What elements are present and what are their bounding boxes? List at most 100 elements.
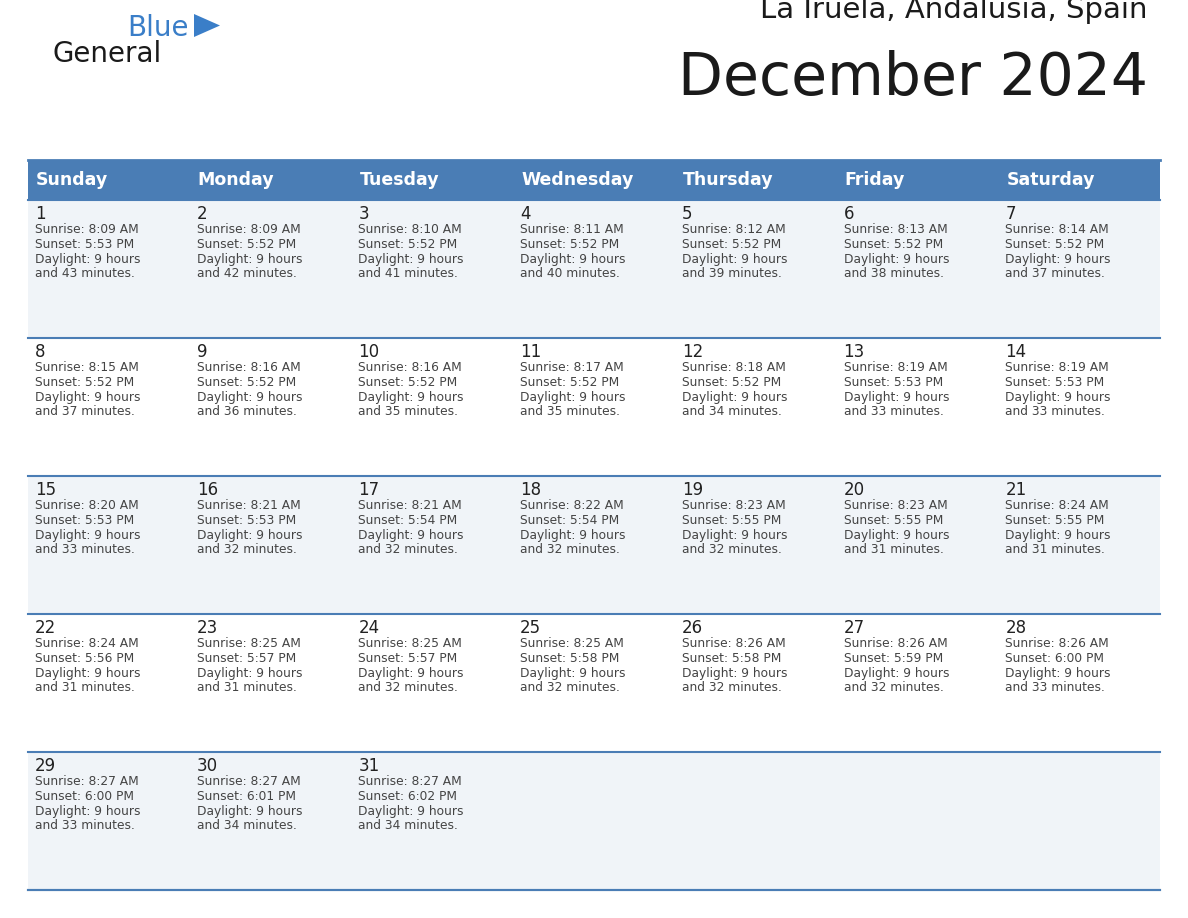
Text: Daylight: 9 hours: Daylight: 9 hours [682, 252, 788, 265]
Text: Daylight: 9 hours: Daylight: 9 hours [1005, 390, 1111, 404]
Text: and 37 minutes.: and 37 minutes. [1005, 267, 1105, 280]
Text: Daylight: 9 hours: Daylight: 9 hours [197, 804, 302, 818]
Text: Daylight: 9 hours: Daylight: 9 hours [359, 804, 465, 818]
Text: and 31 minutes.: and 31 minutes. [34, 681, 135, 694]
Text: Sunset: 5:53 PM: Sunset: 5:53 PM [34, 514, 134, 527]
Text: Sunrise: 8:20 AM: Sunrise: 8:20 AM [34, 499, 139, 512]
Bar [29, 752, 190, 890]
Text: Sunrise: 8:26 AM: Sunrise: 8:26 AM [1005, 637, 1110, 650]
Text: and 32 minutes.: and 32 minutes. [843, 681, 943, 694]
Text: Daylight: 9 hours: Daylight: 9 hours [843, 666, 949, 679]
Text: Daylight: 9 hours: Daylight: 9 hours [359, 252, 465, 265]
Text: Sunset: 5:52 PM: Sunset: 5:52 PM [359, 375, 457, 389]
Text: 8: 8 [34, 343, 45, 361]
Text: Sunrise: 8:15 AM: Sunrise: 8:15 AM [34, 361, 139, 374]
Text: Sunset: 5:55 PM: Sunset: 5:55 PM [682, 514, 782, 527]
Text: Sunrise: 8:16 AM: Sunrise: 8:16 AM [359, 361, 462, 374]
Text: 15: 15 [34, 481, 56, 499]
Text: Daylight: 9 hours: Daylight: 9 hours [197, 666, 302, 679]
Text: 22: 22 [34, 619, 56, 637]
Bar [352, 476, 513, 614]
Text: Daylight: 9 hours: Daylight: 9 hours [1005, 666, 1111, 679]
Text: 28: 28 [1005, 619, 1026, 637]
Text: Sunset: 5:56 PM: Sunset: 5:56 PM [34, 652, 134, 665]
Text: Sunset: 5:59 PM: Sunset: 5:59 PM [843, 652, 943, 665]
Text: Daylight: 9 hours: Daylight: 9 hours [1005, 252, 1111, 265]
Bar [29, 160, 190, 200]
Bar [513, 476, 675, 614]
Text: Sunset: 5:53 PM: Sunset: 5:53 PM [197, 514, 296, 527]
Text: and 33 minutes.: and 33 minutes. [1005, 681, 1105, 694]
Text: Daylight: 9 hours: Daylight: 9 hours [197, 252, 302, 265]
Text: Sunrise: 8:17 AM: Sunrise: 8:17 AM [520, 361, 624, 374]
Bar [29, 200, 190, 338]
Text: Daylight: 9 hours: Daylight: 9 hours [34, 252, 140, 265]
Text: Sunrise: 8:19 AM: Sunrise: 8:19 AM [1005, 361, 1110, 374]
Text: Daylight: 9 hours: Daylight: 9 hours [359, 529, 465, 542]
Text: Daylight: 9 hours: Daylight: 9 hours [843, 529, 949, 542]
Text: 6: 6 [843, 205, 854, 223]
Text: Daylight: 9 hours: Daylight: 9 hours [34, 390, 140, 404]
Bar [352, 614, 513, 752]
Text: and 32 minutes.: and 32 minutes. [359, 543, 459, 556]
Bar [675, 200, 836, 338]
Bar [836, 752, 998, 890]
Text: and 32 minutes.: and 32 minutes. [197, 543, 297, 556]
Text: Sunset: 5:58 PM: Sunset: 5:58 PM [520, 652, 619, 665]
Text: Friday: Friday [845, 171, 905, 189]
Text: Daylight: 9 hours: Daylight: 9 hours [197, 390, 302, 404]
Text: 29: 29 [34, 757, 56, 775]
Text: Sunrise: 8:09 AM: Sunrise: 8:09 AM [34, 223, 139, 236]
Text: 25: 25 [520, 619, 542, 637]
Text: and 32 minutes.: and 32 minutes. [682, 543, 782, 556]
Text: and 32 minutes.: and 32 minutes. [359, 681, 459, 694]
Text: 17: 17 [359, 481, 379, 499]
Text: 23: 23 [197, 619, 217, 637]
Bar [675, 614, 836, 752]
Bar [190, 752, 352, 890]
Text: 30: 30 [197, 757, 217, 775]
Text: Sunrise: 8:27 AM: Sunrise: 8:27 AM [197, 775, 301, 788]
Text: and 43 minutes.: and 43 minutes. [34, 267, 135, 280]
Text: and 31 minutes.: and 31 minutes. [1005, 543, 1105, 556]
Bar [836, 614, 998, 752]
Text: and 33 minutes.: and 33 minutes. [843, 406, 943, 419]
Text: Sunrise: 8:27 AM: Sunrise: 8:27 AM [359, 775, 462, 788]
Bar [352, 752, 513, 890]
Text: 1: 1 [34, 205, 45, 223]
Text: Wednesday: Wednesday [522, 171, 633, 189]
Text: Sunset: 5:52 PM: Sunset: 5:52 PM [682, 375, 781, 389]
Text: Daylight: 9 hours: Daylight: 9 hours [197, 529, 302, 542]
Text: 5: 5 [682, 205, 693, 223]
Text: Sunrise: 8:23 AM: Sunrise: 8:23 AM [843, 499, 947, 512]
Bar [998, 476, 1159, 614]
Text: Thursday: Thursday [683, 171, 773, 189]
Text: and 34 minutes.: and 34 minutes. [359, 820, 459, 833]
Text: Sunset: 5:53 PM: Sunset: 5:53 PM [1005, 375, 1105, 389]
Text: and 31 minutes.: and 31 minutes. [843, 543, 943, 556]
Text: Sunrise: 8:13 AM: Sunrise: 8:13 AM [843, 223, 947, 236]
Text: Sunset: 5:57 PM: Sunset: 5:57 PM [359, 652, 457, 665]
Bar [190, 476, 352, 614]
Bar [998, 752, 1159, 890]
Bar [998, 338, 1159, 476]
Text: 20: 20 [843, 481, 865, 499]
Bar [836, 338, 998, 476]
Text: and 35 minutes.: and 35 minutes. [520, 406, 620, 419]
Bar [190, 200, 352, 338]
Text: Tuesday: Tuesday [360, 171, 440, 189]
Text: La Iruela, Andalusia, Spain: La Iruela, Andalusia, Spain [760, 0, 1148, 24]
Text: Sunset: 5:52 PM: Sunset: 5:52 PM [197, 375, 296, 389]
Text: Sunrise: 8:18 AM: Sunrise: 8:18 AM [682, 361, 785, 374]
Text: 11: 11 [520, 343, 542, 361]
Text: Sunset: 5:55 PM: Sunset: 5:55 PM [843, 514, 943, 527]
Text: 12: 12 [682, 343, 703, 361]
Text: Sunset: 5:58 PM: Sunset: 5:58 PM [682, 652, 782, 665]
Text: Sunset: 5:52 PM: Sunset: 5:52 PM [1005, 238, 1105, 251]
Text: 16: 16 [197, 481, 217, 499]
Text: Sunset: 5:53 PM: Sunset: 5:53 PM [843, 375, 943, 389]
Text: Sunrise: 8:12 AM: Sunrise: 8:12 AM [682, 223, 785, 236]
Text: 24: 24 [359, 619, 379, 637]
Bar [675, 752, 836, 890]
Bar [998, 200, 1159, 338]
